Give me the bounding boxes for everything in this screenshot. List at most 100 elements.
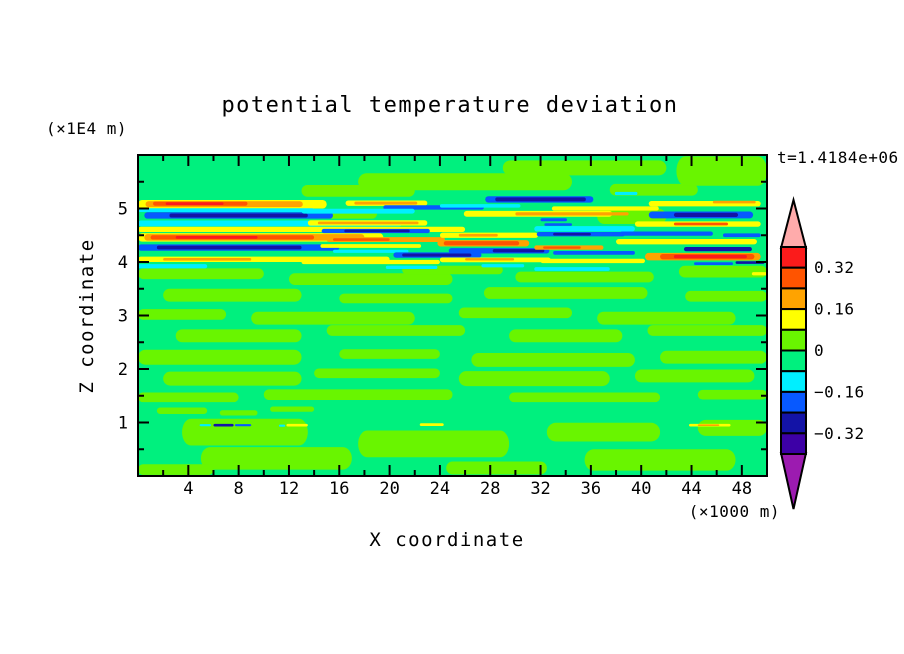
chartreuse-patch — [446, 461, 547, 475]
contour-streak — [332, 238, 390, 241]
chartreuse-patch — [339, 349, 440, 359]
contour-streak — [385, 265, 434, 269]
contour-streak — [175, 236, 258, 239]
x-tick-label: 44 — [681, 479, 701, 499]
x-tick-label: 28 — [480, 479, 500, 499]
chartreuse-patch — [314, 368, 440, 379]
x-axis-unit-label: (×1000 m) — [689, 502, 780, 521]
contour-streak — [534, 226, 635, 232]
chartreuse-patch — [163, 288, 302, 302]
x-tick-label: 4 — [183, 479, 193, 499]
colorbar-box — [780, 246, 807, 269]
x-tick-label: 16 — [329, 479, 349, 499]
contour-streak — [301, 259, 440, 265]
contour-streak — [286, 423, 308, 427]
chartreuse-patch — [685, 290, 767, 302]
contour-streak — [344, 229, 410, 233]
chartreuse-patch — [138, 349, 302, 365]
contour-streak — [495, 197, 586, 202]
z-axis-unit-label: (×1E4 m) — [46, 119, 127, 138]
chartreuse-patch — [697, 389, 767, 400]
colorbar-box — [780, 328, 807, 352]
contour-streak — [439, 204, 521, 208]
x-tick-label: 20 — [379, 479, 399, 499]
colorbar-arrow-down — [779, 452, 808, 510]
contour-streak — [492, 249, 545, 253]
contour-streak — [138, 264, 208, 269]
colorbar: 0.32 0.16 0 −0.16 −0.32 — [779, 196, 865, 510]
x-tick-label: 24 — [430, 479, 450, 499]
contour-streak — [673, 212, 739, 218]
contour-streak — [317, 221, 419, 225]
contour-streak — [278, 424, 286, 427]
z-tick-label: 4 — [118, 253, 128, 273]
chartreuse-patch — [483, 287, 648, 299]
contour-streak — [616, 238, 757, 245]
contour-streak — [481, 264, 525, 268]
chartreuse-patch — [647, 325, 767, 336]
contour-streak — [213, 423, 234, 427]
colorbar-box — [780, 411, 807, 435]
chartreuse-patch — [288, 273, 453, 286]
contour-streak — [673, 222, 729, 226]
colorbar-tick-label: 0.32 — [814, 258, 855, 277]
x-tick-label: 32 — [530, 479, 550, 499]
contour-streak — [169, 213, 308, 218]
x-axis-title: X coordinate — [369, 529, 524, 551]
contour-streak — [443, 241, 520, 246]
chartreuse-patch — [138, 392, 239, 403]
contour-streak — [332, 249, 409, 253]
colorbar-box — [780, 308, 807, 331]
contour-streak — [712, 200, 756, 204]
plot-title: potential temperature deviation — [221, 93, 678, 118]
contour-streak — [697, 424, 720, 426]
colorbar-box — [780, 266, 807, 290]
contour-streak — [694, 262, 734, 265]
contour-streak — [402, 253, 472, 257]
chartreuse-patch — [270, 406, 315, 412]
contour-streak — [553, 232, 591, 236]
colorbar-arrow-up — [779, 196, 808, 249]
contour-streak — [458, 233, 498, 237]
x-tick-label: 40 — [631, 479, 651, 499]
contour-streak — [138, 208, 315, 212]
chartreuse-patch — [138, 268, 264, 280]
contour-streak — [540, 218, 567, 222]
chartreuse-patch — [175, 329, 302, 343]
chartreuse-patch — [163, 371, 302, 386]
x-tick-label: 48 — [732, 479, 752, 499]
chartreuse-patch — [678, 265, 767, 278]
chartreuse-patch — [358, 430, 510, 458]
chartreuse-patch — [458, 371, 610, 387]
contour-streak — [614, 191, 638, 196]
contour-streak — [553, 251, 635, 255]
contour-field — [138, 155, 767, 476]
colorbar-tick-label: 0 — [814, 341, 824, 360]
chartreuse-patch — [326, 325, 466, 336]
contour-streak — [320, 244, 422, 248]
chartreuse-patch — [515, 271, 654, 283]
z-tick-label: 3 — [118, 307, 128, 327]
chartreuse-patch — [509, 329, 623, 343]
contour-streak — [751, 272, 767, 276]
colorbar-box — [780, 349, 807, 373]
contour-streak — [301, 208, 415, 214]
contour-streak — [544, 223, 573, 226]
z-tick-label: 5 — [118, 200, 128, 220]
time-label: t=1.4184e+06 — [777, 148, 899, 167]
chartreuse-patch — [339, 293, 453, 304]
contour-streak — [722, 233, 761, 238]
colorbar-tick-label: −0.32 — [814, 424, 865, 443]
colorbar-tick-label: 0.16 — [814, 300, 855, 319]
contour-streak — [515, 212, 629, 216]
contour-streak — [683, 247, 752, 252]
contour-streak — [419, 423, 444, 426]
contour-streak — [543, 246, 581, 249]
colorbar-box — [780, 432, 807, 455]
contour-streak — [673, 255, 747, 259]
chartreuse-patch — [660, 350, 767, 364]
x-tick-label: 36 — [581, 479, 601, 499]
